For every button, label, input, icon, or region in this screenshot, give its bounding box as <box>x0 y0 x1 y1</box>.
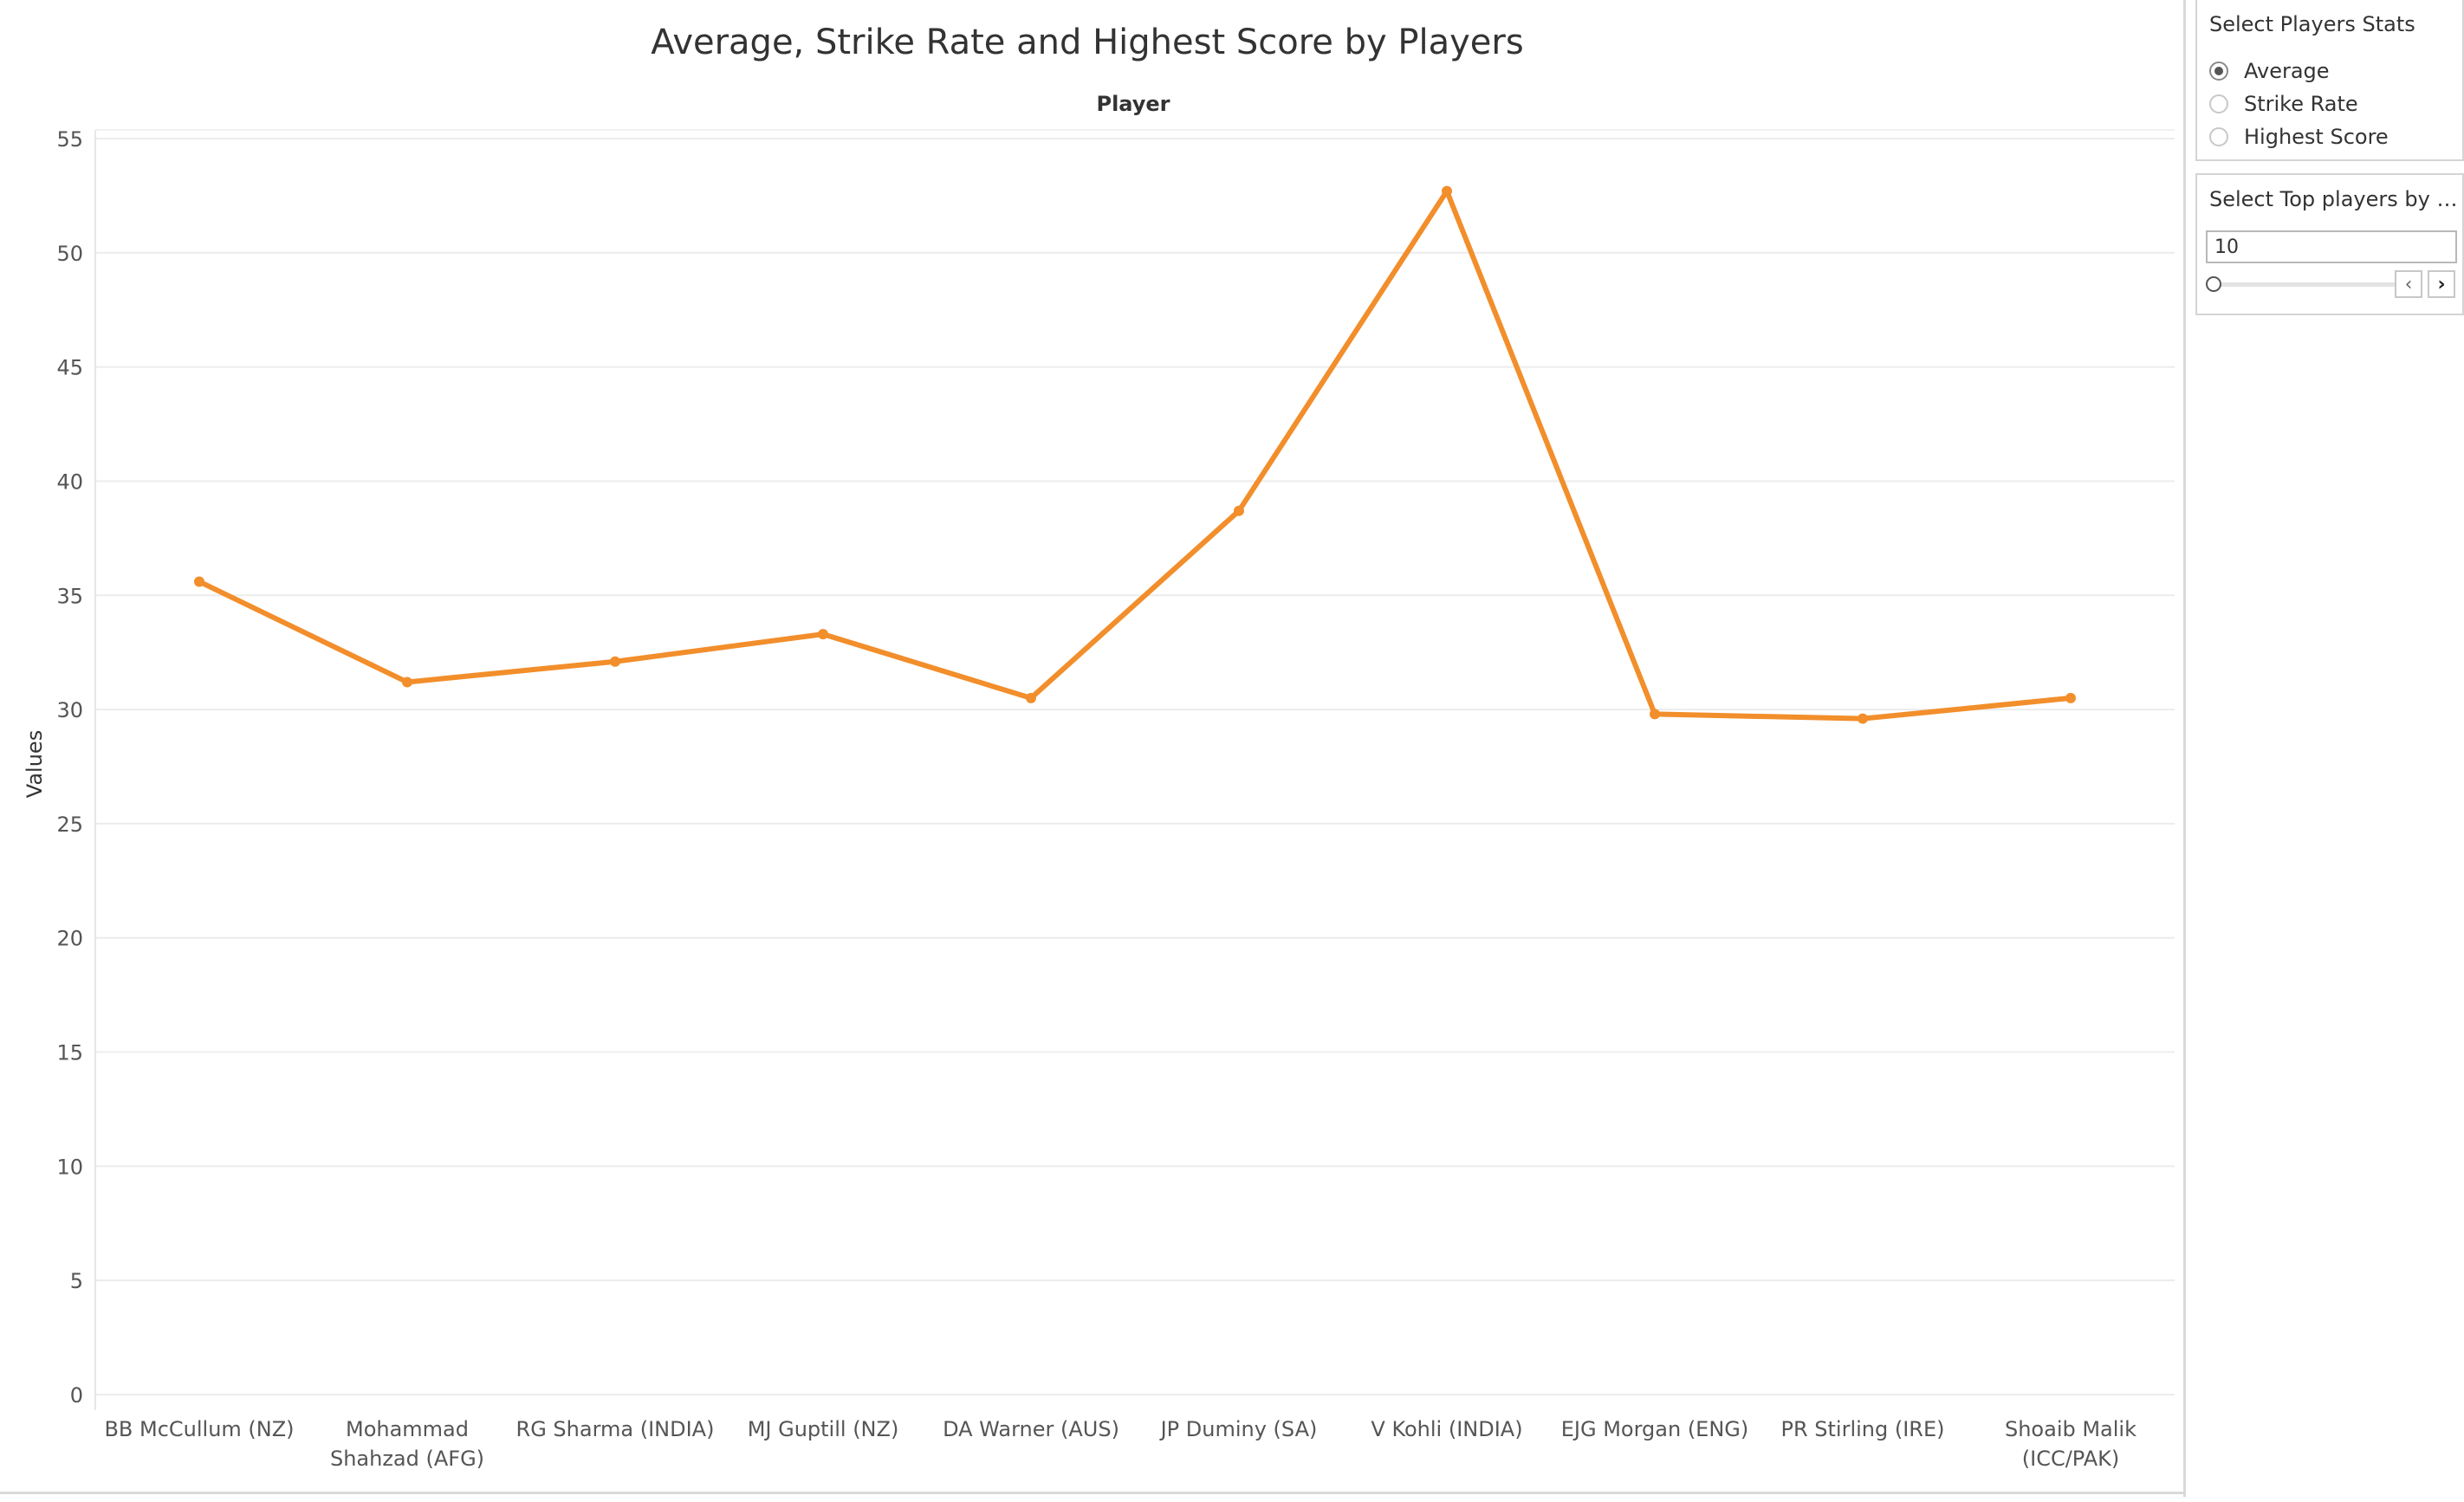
radio-label-highest-score: Highest Score <box>2244 125 2389 149</box>
data-point[interactable] <box>2065 692 2076 703</box>
x-tick-label: PR Stirling (IRE) <box>1780 1417 1944 1441</box>
y-tick-label: 5 <box>70 1269 83 1293</box>
data-point[interactable] <box>1234 505 1244 516</box>
radio-label-strike-rate: Strike Rate <box>2244 92 2358 116</box>
y-tick-label: 25 <box>56 813 83 837</box>
data-point[interactable] <box>194 576 204 587</box>
x-tick-label-line: EJG Morgan (ENG) <box>1561 1417 1749 1441</box>
data-point[interactable] <box>818 629 828 640</box>
players-stats-filter-title: Select Players Stats <box>2209 12 2415 36</box>
chevron-right-icon: › <box>2437 273 2446 295</box>
y-tick-label: 45 <box>56 356 83 380</box>
x-tick-label-line: PR Stirling (IRE) <box>1780 1417 1944 1441</box>
y-tick-label: 55 <box>56 127 83 152</box>
y-tick-label: 50 <box>56 242 83 266</box>
line-chart: Average, Strike Rate and Highest Score b… <box>23 23 2175 1471</box>
top-players-filter: Select Top players by m... ‹ › <box>2195 173 2464 315</box>
players-stats-filter: Select Players Stats Average Strike Rate… <box>2195 0 2464 161</box>
x-tick-label-line: MJ Guptill (NZ) <box>748 1417 899 1441</box>
y-tick-label: 20 <box>56 927 83 951</box>
x-tick-label-line: V Kohli (INDIA) <box>1371 1417 1522 1441</box>
y-axis-label: Values <box>23 730 47 798</box>
series-average <box>194 185 2076 724</box>
data-point[interactable] <box>402 677 412 688</box>
x-tick-label-line: Shoaib Malik <box>2005 1417 2137 1441</box>
x-tick-label: Shoaib Malik (ICC/PAK) <box>2005 1417 2137 1471</box>
x-tick-label: EJG Morgan (ENG) <box>1561 1417 1749 1441</box>
data-point[interactable] <box>610 656 620 667</box>
y-tick-label: 10 <box>56 1155 83 1179</box>
previous-button[interactable]: ‹ <box>2395 270 2422 298</box>
x-tick-label: Mohammad Shahzad (AFG) <box>330 1417 484 1471</box>
radio-average[interactable]: Average <box>2209 55 2330 87</box>
radio-label-average: Average <box>2244 59 2330 83</box>
radio-button-icon[interactable] <box>2209 62 2228 81</box>
radio-strike-rate[interactable]: Strike Rate <box>2209 88 2358 120</box>
y-tick-label: 30 <box>56 698 83 722</box>
x-tick-label: DA Warner (AUS) <box>943 1417 1119 1441</box>
data-point[interactable] <box>1026 692 1036 703</box>
x-tick-label: RG Sharma (INDIA) <box>516 1417 715 1441</box>
x-tick-label: BB McCullum (NZ) <box>104 1417 294 1441</box>
x-tick-label-line: JP Duminy (SA) <box>1159 1417 1318 1441</box>
y-tick-label: 15 <box>56 1041 83 1065</box>
chart-frame-right <box>2183 0 2186 1497</box>
top-players-slider-track[interactable] <box>2214 282 2421 287</box>
x-tick-label-line: Shahzad (AFG) <box>330 1447 484 1471</box>
x-tick-label-line: Mohammad <box>346 1417 469 1441</box>
x-tick-label: V Kohli (INDIA) <box>1371 1417 1522 1441</box>
series-line-average <box>197 188 2073 722</box>
x-tick-label: JP Duminy (SA) <box>1159 1417 1318 1441</box>
x-tick-label-line: DA Warner (AUS) <box>943 1417 1119 1441</box>
y-tick-label: 40 <box>56 469 83 494</box>
y-tick-label: 0 <box>70 1383 83 1408</box>
radio-highest-score[interactable]: Highest Score <box>2209 121 2389 152</box>
chevron-left-icon: ‹ <box>2404 273 2413 295</box>
x-tick-labels: BB McCullum (NZ) Mohammad Shahzad (AFG) RG … <box>104 1417 2137 1471</box>
chart-frame-bottom <box>0 1492 2185 1494</box>
x-tick-label: MJ Guptill (NZ) <box>748 1417 899 1441</box>
radio-button-icon[interactable] <box>2209 127 2228 146</box>
grid-layer <box>95 138 2175 1395</box>
y-tick-labels: 0 5 10 15 20 25 30 35 40 45 50 55 <box>56 127 83 1408</box>
next-button[interactable]: › <box>2428 270 2455 298</box>
column-header: Player <box>1096 92 1170 116</box>
x-tick-label-line: BB McCullum (NZ) <box>104 1417 294 1441</box>
radio-button-icon[interactable] <box>2209 94 2228 113</box>
top-players-filter-title: Select Top players by m... <box>2209 187 2459 211</box>
top-players-input[interactable] <box>2206 230 2457 263</box>
x-tick-label-line: RG Sharma (INDIA) <box>516 1417 715 1441</box>
data-point[interactable] <box>1650 709 1660 720</box>
y-tick-label: 35 <box>56 584 83 608</box>
top-players-slider-handle[interactable] <box>2206 276 2221 292</box>
chart-title: Average, Strike Rate and Highest Score b… <box>651 23 1523 62</box>
data-point[interactable] <box>1442 185 1452 197</box>
data-point[interactable] <box>1858 713 1868 724</box>
x-tick-label-line: (ICC/PAK) <box>2022 1447 2120 1471</box>
